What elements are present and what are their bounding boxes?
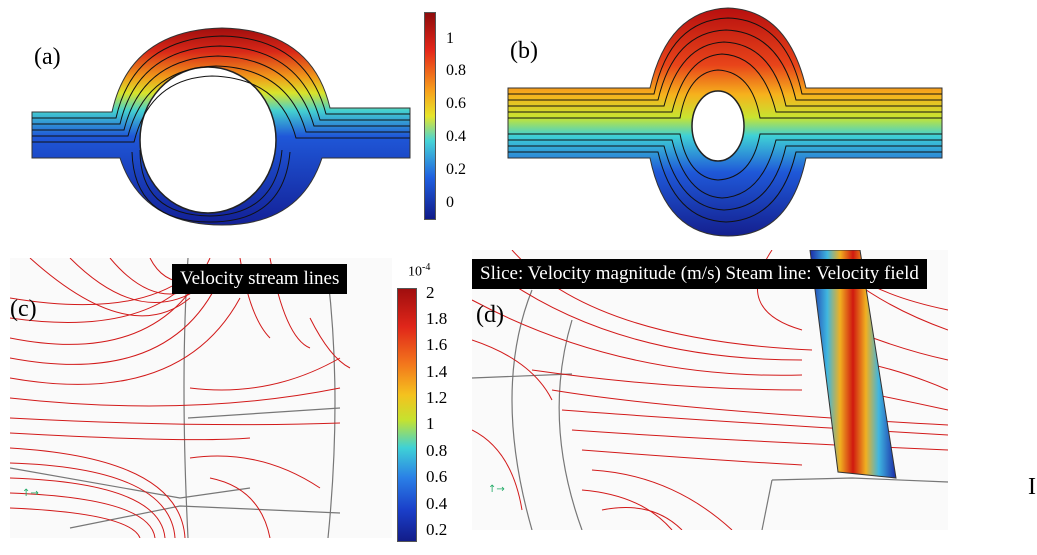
geometry-d	[472, 289, 948, 530]
obstacle-a	[139, 66, 277, 214]
panel-c: (c) ↑→	[10, 258, 392, 538]
axis-triad-d: ↑→	[488, 484, 505, 495]
colorbar-c-tick: 1	[426, 414, 435, 433]
panel-a-label: (a)	[34, 44, 61, 70]
colorbar-a-tick: 1	[446, 30, 454, 47]
colorbar-c	[397, 288, 417, 542]
colorbar-c-tick: 1.6	[426, 335, 448, 354]
panel-d: (d) ↑→	[472, 250, 948, 530]
panel-c-title: Velocity stream lines	[172, 264, 348, 294]
panel-b: (b)	[490, 0, 1037, 250]
streamlines-b	[508, 17, 942, 223]
axis-triad-c: ↑→	[22, 488, 39, 499]
obstacle-b	[691, 90, 745, 162]
panel-b-label: (b)	[510, 38, 538, 64]
edge-glyph: I	[1028, 474, 1036, 500]
colorbar-a-tick: 0.2	[446, 161, 466, 178]
colorbar-a-tick: 0	[446, 194, 454, 211]
colorbar-a	[424, 12, 436, 220]
colorbar-c-tick: 1.2	[426, 388, 448, 407]
colorbar-c-tick: 0.8	[426, 441, 448, 460]
colorbar-a-tick: 0.6	[446, 95, 466, 112]
streamlines-a	[32, 35, 410, 223]
panel-d-title: Slice: Velocity magnitude (m/s) Steam li…	[472, 259, 927, 289]
velocity-slice	[809, 250, 897, 479]
streamlines-c	[10, 258, 351, 538]
colorbar-a-tick: 0.8	[446, 62, 466, 79]
panel-a: (a) 1 0.8 0.6 0.4 0.2 0	[0, 0, 480, 250]
colorbar-c-exponent: 10-4	[408, 262, 431, 280]
colorbar-c-tick: 1.8	[426, 309, 448, 328]
colorbar-c-tick: 0.4	[426, 494, 448, 513]
colorbar-c-tick: 2	[426, 283, 435, 302]
panel-c-plot	[10, 258, 351, 538]
panel-d-label: (d)	[476, 302, 504, 328]
colorbar-c-tick: 0.2	[426, 520, 448, 539]
colorbar-a-tick: 0.4	[446, 128, 466, 145]
colorbar-c-tick: 1.4	[426, 362, 448, 381]
colorbar-c-tick: 0.6	[426, 467, 448, 486]
panel-a-plot	[31, 27, 411, 226]
panel-b-plot	[507, 7, 943, 237]
panel-c-label: (c)	[10, 296, 37, 322]
panel-d-plot	[472, 250, 948, 530]
